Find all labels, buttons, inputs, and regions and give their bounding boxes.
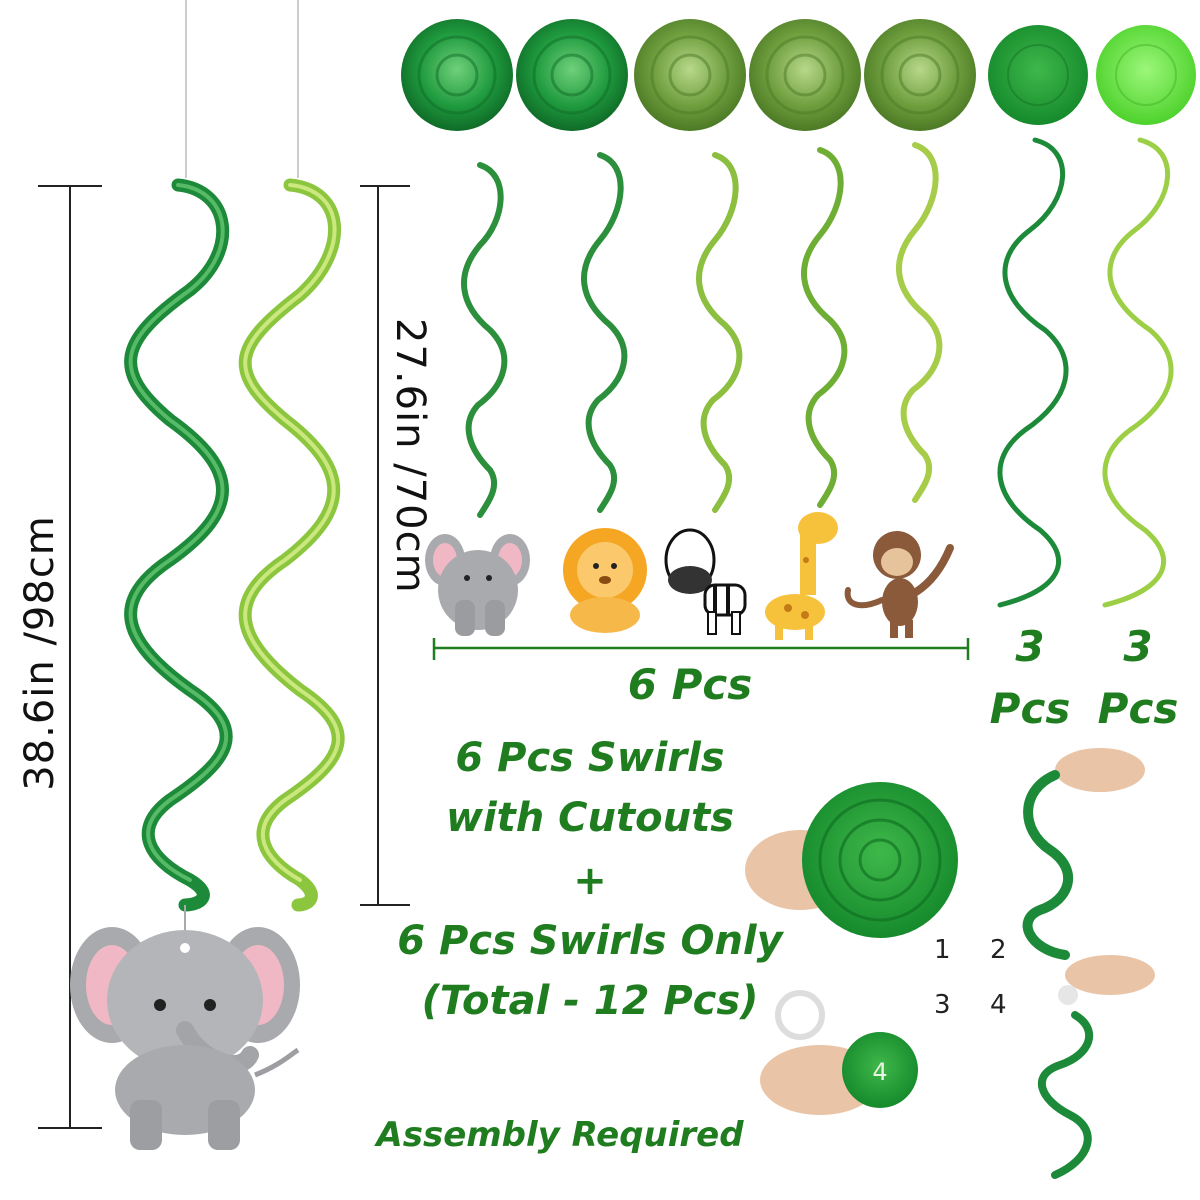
swirl-disc (864, 19, 976, 131)
swirl-disc (988, 25, 1088, 125)
step-number-1: 1 (934, 935, 951, 965)
cutouts-bracket (432, 638, 970, 660)
long-measure-line (38, 185, 102, 1129)
swirl-disc (634, 19, 746, 131)
plain-light-swirl (1102, 137, 1174, 608)
large-elephant-cutout (70, 905, 300, 1150)
long-swirl-measurement: 38.6in /98cm (17, 515, 63, 791)
description-line1: 6 Pcs Swirls (455, 735, 725, 781)
short-measure-line (360, 185, 410, 906)
dark-swirl-count: 3 (1015, 622, 1045, 671)
description-line3: 6 Pcs Swirls Only (397, 918, 783, 964)
assembly-note: Assembly Required (376, 1115, 744, 1155)
demo-disc-step1 (745, 782, 958, 938)
description-plus: + (573, 858, 607, 904)
cutout-swirl (896, 142, 943, 503)
cutout-swirl (696, 152, 743, 513)
step-number-4: 4 (990, 990, 1007, 1020)
demo-hook-step3: 4 (760, 990, 918, 1115)
step-number-2: 2 (990, 935, 1007, 965)
short-swirl-measurement: 27.6in /70cm (387, 318, 433, 594)
zebra-cutout (664, 528, 747, 635)
lion-cutout (563, 528, 647, 633)
monkey-cutout (844, 531, 954, 638)
light-swirl-count: 3 (1123, 622, 1153, 671)
demo-swirl-step2 (1022, 748, 1145, 960)
swirl-disc (516, 19, 628, 131)
cutouts-count-label: 6 Pcs (627, 660, 753, 709)
cutout-swirl (801, 147, 848, 508)
step-number-3: 3 (934, 990, 951, 1020)
description-line2: with Cutouts (445, 795, 735, 841)
demo-hang-step4 (1037, 955, 1155, 1179)
dark-swirl-unit: Pcs (989, 684, 1071, 733)
long-light-swirl (238, 178, 345, 912)
cutout-swirl (461, 162, 508, 518)
plain-dark-swirl (997, 137, 1069, 608)
description-line4: (Total - 12 Pcs) (421, 978, 759, 1024)
elephant-cutout (425, 534, 530, 636)
swirl-disc (401, 19, 513, 131)
giraffe-cutout (765, 512, 838, 640)
svg-text:4: 4 (872, 1058, 887, 1086)
swirl-disc (1096, 25, 1196, 125)
light-swirl-unit: Pcs (1097, 684, 1179, 733)
cutout-swirl (581, 152, 628, 513)
long-dark-swirl (124, 178, 233, 912)
swirl-disc (749, 19, 861, 131)
